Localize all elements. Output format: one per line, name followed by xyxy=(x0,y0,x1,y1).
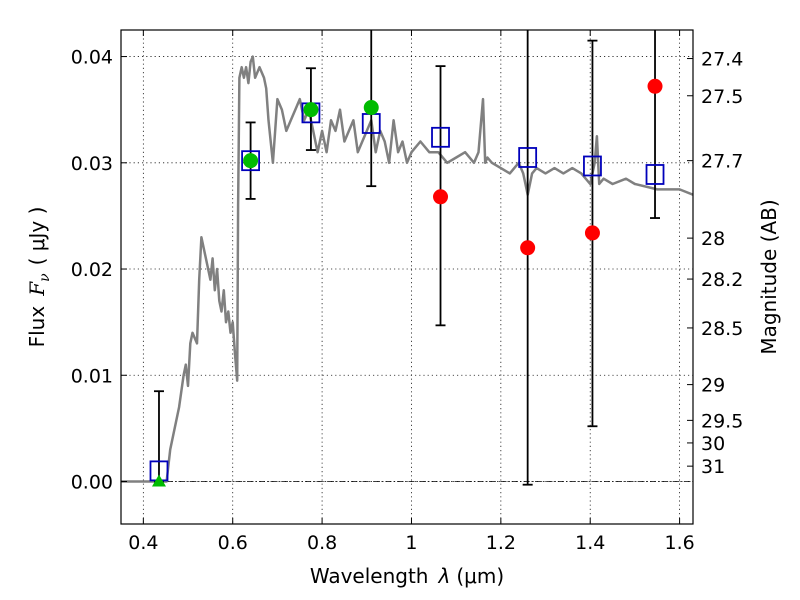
detection-point xyxy=(243,153,259,169)
mag-tick-label: 27.5 xyxy=(701,86,743,108)
x-tick-label: 1.4 xyxy=(575,532,605,554)
mag-tick-label: 31 xyxy=(701,456,725,478)
mag-tick-label: 28.5 xyxy=(701,318,743,340)
model-photometry-square xyxy=(241,150,260,172)
x-axis-label: Wavelength λ (μm) xyxy=(310,564,504,588)
nondetection-point xyxy=(433,189,449,205)
x-tick-label: 1.6 xyxy=(664,532,694,554)
nondetection-point xyxy=(520,240,536,256)
model-photometry-square xyxy=(518,147,538,168)
y-tick-label: 0.03 xyxy=(71,153,113,175)
mag-tick-label: 29.5 xyxy=(701,410,743,432)
mag-tick-label: 27.4 xyxy=(701,49,743,71)
plot-frame xyxy=(120,29,694,525)
y-axis-label: FluxFν( μJy ) xyxy=(25,207,53,348)
x-tick-label: 0.8 xyxy=(307,532,337,554)
y-tick-label: 0.00 xyxy=(71,472,113,494)
y2-axis-label: Magnitude (AB) xyxy=(757,199,781,354)
model-photometry-square xyxy=(583,155,602,177)
detection-point xyxy=(303,102,319,118)
model-photometry-square xyxy=(431,126,450,148)
x-tick-label: 1.2 xyxy=(486,532,516,554)
model-photometry-square xyxy=(645,164,665,185)
x-tick-label: 1 xyxy=(405,532,417,554)
mag-tick-label: 28 xyxy=(701,228,725,250)
x-tick-label: 0.4 xyxy=(128,532,158,554)
plot-background xyxy=(121,30,693,524)
mag-tick-label: 28.2 xyxy=(701,269,743,291)
ticks: 0.4 0.6 0.8 1 1.2 1.4 1.6 0.00 0.01 0.02 0.03 0.04 2… xyxy=(71,30,743,554)
sed-model-line xyxy=(121,55,693,483)
mag-tick-label: 27.7 xyxy=(701,151,743,173)
nondetection-point xyxy=(584,225,600,241)
x-tick-label: 0.6 xyxy=(218,532,248,554)
data-layer xyxy=(121,30,693,487)
y-tick-label: 0.04 xyxy=(71,47,113,69)
detection-point xyxy=(363,100,379,116)
mag-tick-label: 30 xyxy=(701,433,725,455)
triangle-point xyxy=(151,474,166,487)
y-tick-label: 0.02 xyxy=(71,259,113,281)
nondetection-point xyxy=(647,78,663,94)
y-tick-label: 0.01 xyxy=(71,365,113,387)
mag-tick-label: 29 xyxy=(701,375,725,397)
